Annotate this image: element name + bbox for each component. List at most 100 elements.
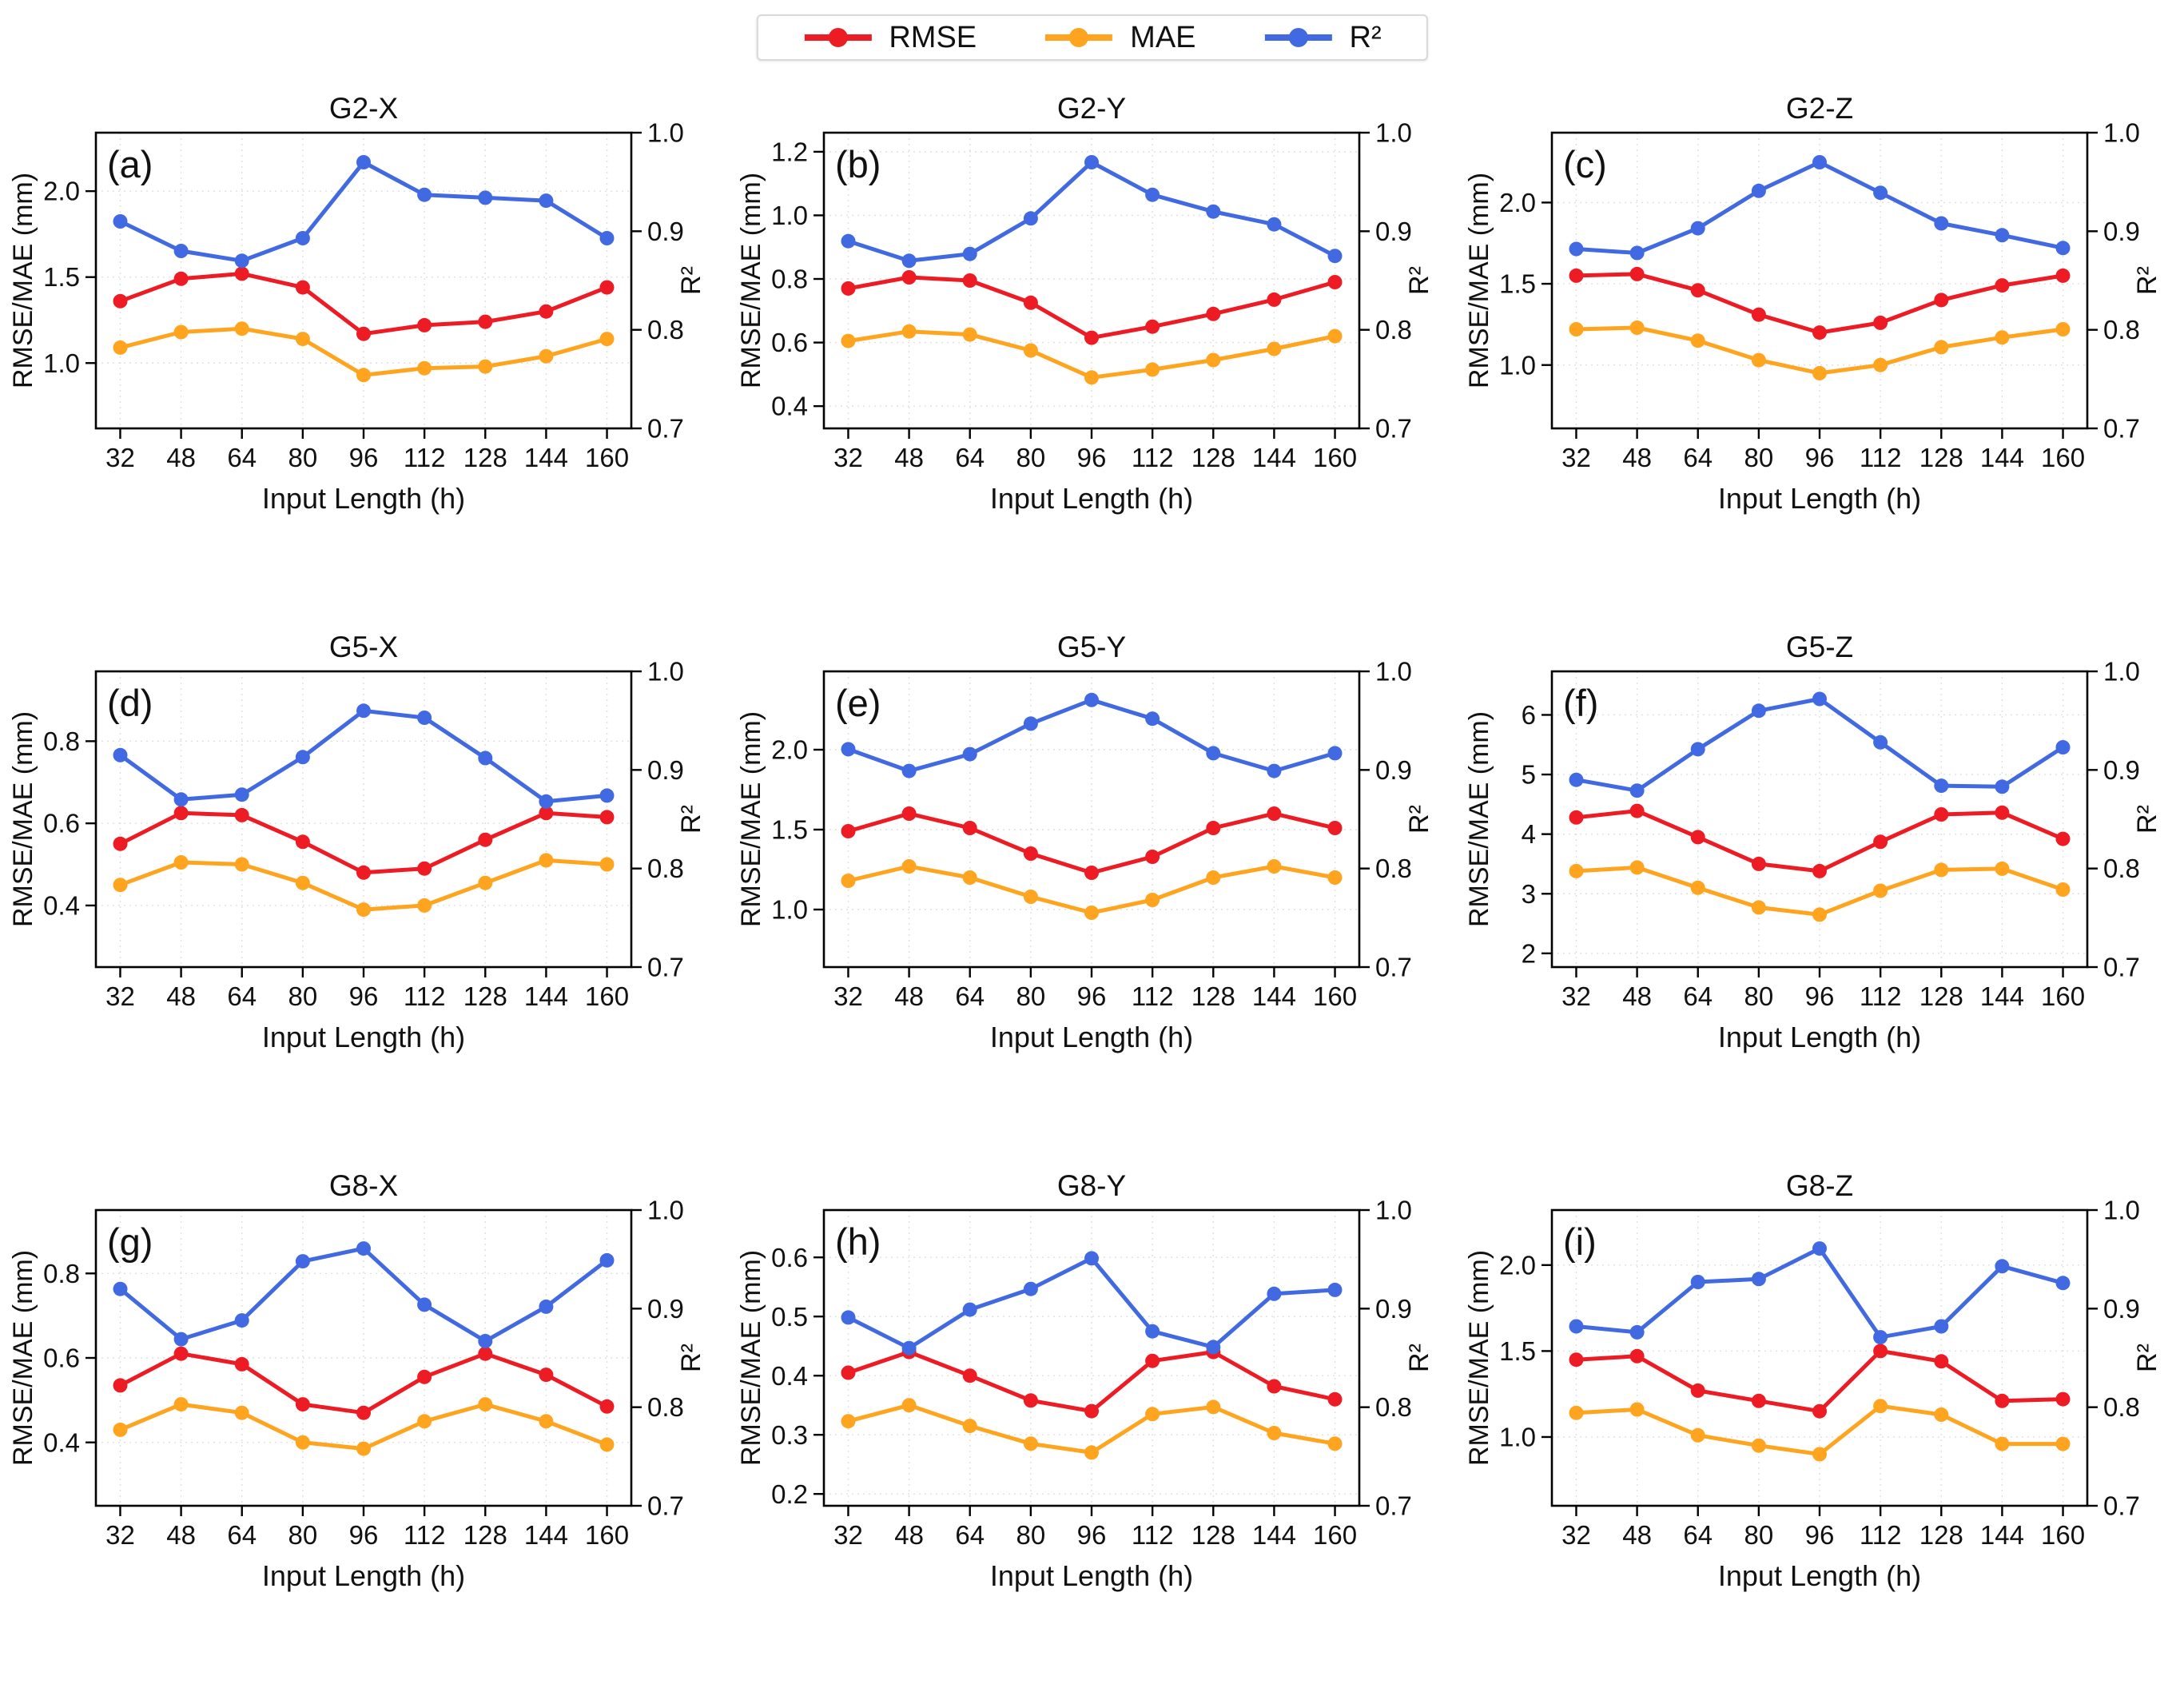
subplot-g2-x: 32 48 64 80 96 112 128 144 160 1.0 1.5 2.0 0.7 0.8 0.9… bbox=[0, 69, 728, 607]
svg-text:112: 112 bbox=[1860, 1520, 1902, 1550]
svg-text:G5-Y: G5-Y bbox=[1057, 631, 1126, 663]
svg-text:1.5: 1.5 bbox=[43, 262, 80, 292]
svg-text:32: 32 bbox=[1561, 443, 1591, 472]
svg-text:(d): (d) bbox=[107, 682, 153, 724]
svg-text:0.8: 0.8 bbox=[647, 315, 684, 344]
svg-text:112: 112 bbox=[404, 1520, 446, 1550]
svg-text:0.8: 0.8 bbox=[2103, 1392, 2140, 1422]
svg-text:0.7: 0.7 bbox=[647, 414, 684, 444]
svg-text:0.8: 0.8 bbox=[43, 1259, 80, 1288]
svg-text:4: 4 bbox=[1522, 819, 1536, 849]
svg-text:G5-Z: G5-Z bbox=[1786, 631, 1853, 663]
svg-text:6: 6 bbox=[1522, 700, 1536, 730]
svg-text:Input Length (h): Input Length (h) bbox=[1718, 1021, 1921, 1053]
svg-text:80: 80 bbox=[1016, 981, 1046, 1011]
svg-text:0.8: 0.8 bbox=[2103, 315, 2140, 344]
svg-text:Input Length (h): Input Length (h) bbox=[262, 1021, 465, 1053]
svg-text:1.0: 1.0 bbox=[647, 657, 684, 687]
svg-text:96: 96 bbox=[1077, 443, 1107, 472]
svg-text:G8-Y: G8-Y bbox=[1057, 1169, 1126, 1202]
svg-text:G8-X: G8-X bbox=[329, 1169, 398, 1202]
svg-text:128: 128 bbox=[1191, 443, 1235, 472]
svg-text:48: 48 bbox=[894, 981, 924, 1011]
svg-text:0.6: 0.6 bbox=[43, 1344, 80, 1373]
svg-text:112: 112 bbox=[1132, 1520, 1174, 1550]
svg-text:0.8: 0.8 bbox=[647, 854, 684, 883]
svg-text:0.7: 0.7 bbox=[2103, 414, 2140, 444]
svg-text:144: 144 bbox=[1252, 443, 1296, 472]
svg-text:0.2: 0.2 bbox=[771, 1479, 808, 1509]
svg-text:1.0: 1.0 bbox=[2103, 118, 2140, 148]
svg-text:112: 112 bbox=[1860, 981, 1902, 1011]
svg-text:96: 96 bbox=[1805, 1520, 1835, 1550]
svg-text:160: 160 bbox=[2041, 1520, 2085, 1550]
svg-text:2.0: 2.0 bbox=[1499, 188, 1536, 217]
svg-text:0.8: 0.8 bbox=[771, 265, 808, 294]
svg-text:1.0: 1.0 bbox=[1375, 118, 1412, 148]
legend-label-mae: MAE bbox=[1130, 21, 1196, 54]
chart-canvas-g2-x: 32 48 64 80 96 112 128 144 160 1.0 1.5 2.0 0.7 0.8 0.9… bbox=[8, 92, 706, 515]
svg-text:Input Length (h): Input Length (h) bbox=[1718, 482, 1921, 515]
svg-text:48: 48 bbox=[166, 981, 196, 1011]
legend-item-rmse: RMSE bbox=[802, 22, 977, 53]
svg-text:0.9: 0.9 bbox=[2103, 217, 2140, 246]
svg-text:64: 64 bbox=[1683, 981, 1713, 1011]
rmse-line-swatch bbox=[804, 28, 872, 47]
chart-canvas-g8-x: 32 48 64 80 96 112 128 144 160 0.4 0.6 0.8 0.7 0.8 0.9… bbox=[8, 1169, 706, 1592]
svg-text:0.7: 0.7 bbox=[1375, 414, 1412, 444]
svg-text:3: 3 bbox=[1522, 879, 1536, 909]
svg-text:RMSE/MAE (mm): RMSE/MAE (mm) bbox=[736, 173, 766, 388]
svg-text:144: 144 bbox=[1980, 443, 2024, 472]
svg-text:32: 32 bbox=[105, 443, 135, 472]
svg-text:48: 48 bbox=[894, 1520, 924, 1550]
svg-text:1.5: 1.5 bbox=[1499, 1336, 1536, 1366]
svg-text:160: 160 bbox=[2041, 981, 2085, 1011]
svg-text:48: 48 bbox=[166, 443, 196, 472]
svg-text:48: 48 bbox=[894, 443, 924, 472]
svg-text:128: 128 bbox=[1191, 1520, 1235, 1550]
svg-text:144: 144 bbox=[524, 1520, 568, 1550]
chart-canvas-g2-y: 32 48 64 80 96 112 128 144 160 0.4 0.6 0.8 1.0 1.2 0.7… bbox=[736, 92, 1434, 515]
chart-canvas-g5-z: 32 48 64 80 96 112 128 144 160 2 3 4 5 6 0.7 0.8 0.9 1.0 G… bbox=[1464, 631, 2162, 1053]
svg-text:80: 80 bbox=[288, 1520, 318, 1550]
svg-text:0.7: 0.7 bbox=[647, 1491, 684, 1521]
svg-text:0.9: 0.9 bbox=[647, 1294, 684, 1324]
svg-text:1.0: 1.0 bbox=[1375, 1196, 1412, 1225]
legend-label-rmse: RMSE bbox=[889, 21, 977, 54]
svg-text:128: 128 bbox=[1919, 981, 1963, 1011]
legend-item-r2: R² bbox=[1263, 22, 1382, 53]
svg-text:1.2: 1.2 bbox=[771, 137, 808, 166]
svg-text:R²: R² bbox=[676, 805, 706, 834]
svg-text:32: 32 bbox=[105, 1520, 135, 1550]
svg-text:1.0: 1.0 bbox=[1499, 350, 1536, 380]
svg-text:144: 144 bbox=[1252, 1520, 1296, 1550]
svg-text:1.0: 1.0 bbox=[647, 1196, 684, 1225]
svg-text:144: 144 bbox=[1980, 1520, 2024, 1550]
svg-text:0.6: 0.6 bbox=[771, 1243, 808, 1272]
svg-text:128: 128 bbox=[1919, 1520, 1963, 1550]
svg-text:0.4: 0.4 bbox=[43, 890, 80, 920]
svg-text:0.5: 0.5 bbox=[771, 1302, 808, 1332]
svg-text:96: 96 bbox=[1805, 443, 1835, 472]
svg-text:160: 160 bbox=[1313, 1520, 1357, 1550]
chart-canvas-g8-z: 32 48 64 80 96 112 128 144 160 1.0 1.5 2.0 0.7 0.8 0.9… bbox=[1464, 1169, 2162, 1592]
svg-text:160: 160 bbox=[2041, 443, 2085, 472]
svg-text:0.9: 0.9 bbox=[647, 217, 684, 246]
svg-text:R²: R² bbox=[2132, 266, 2162, 295]
svg-text:96: 96 bbox=[1077, 1520, 1107, 1550]
svg-text:5: 5 bbox=[1522, 760, 1536, 790]
svg-text:80: 80 bbox=[1744, 981, 1774, 1011]
svg-text:0.4: 0.4 bbox=[43, 1427, 80, 1457]
svg-text:1.0: 1.0 bbox=[2103, 1196, 2140, 1225]
svg-text:128: 128 bbox=[1919, 443, 1963, 472]
svg-text:80: 80 bbox=[1744, 1520, 1774, 1550]
svg-text:32: 32 bbox=[105, 981, 135, 1011]
subplot-g8-x: 32 48 64 80 96 112 128 144 160 0.4 0.6 0.8 0.7 0.8 0.9… bbox=[0, 1146, 728, 1685]
svg-text:64: 64 bbox=[1683, 443, 1713, 472]
svg-text:48: 48 bbox=[1622, 443, 1652, 472]
svg-text:0.7: 0.7 bbox=[2103, 953, 2140, 982]
svg-text:Input Length (h): Input Length (h) bbox=[990, 1021, 1193, 1053]
svg-text:RMSE/MAE (mm): RMSE/MAE (mm) bbox=[1464, 1250, 1494, 1466]
svg-text:G2-Z: G2-Z bbox=[1786, 92, 1853, 125]
svg-text:80: 80 bbox=[1016, 443, 1046, 472]
